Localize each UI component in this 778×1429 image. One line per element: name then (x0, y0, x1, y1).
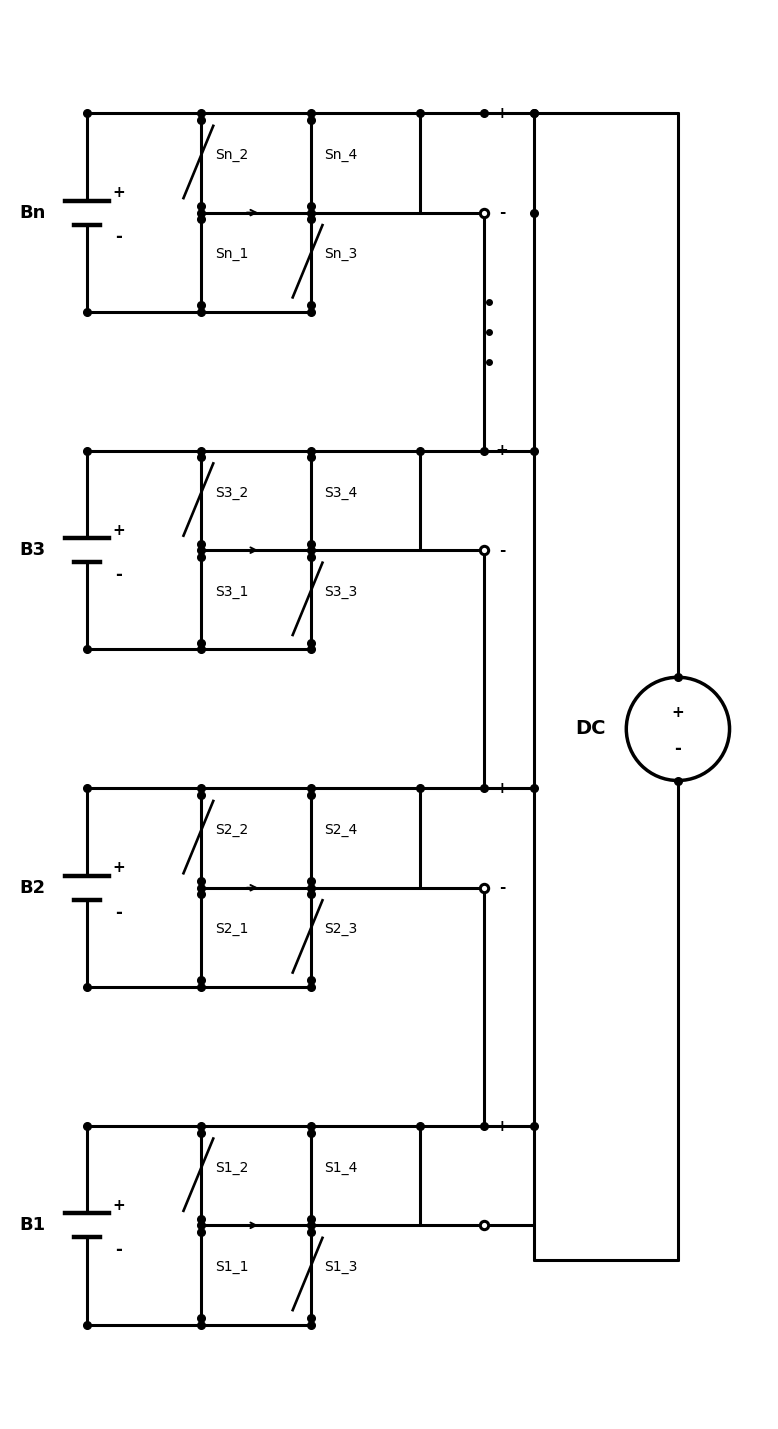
Text: Sn_1: Sn_1 (216, 247, 249, 262)
Text: +: + (113, 523, 125, 537)
Text: -: - (115, 903, 122, 922)
Text: +: + (496, 106, 509, 121)
Text: S2_1: S2_1 (216, 923, 249, 936)
Text: S1_2: S1_2 (216, 1160, 249, 1175)
Text: S3_1: S3_1 (216, 584, 249, 599)
Text: -: - (499, 880, 506, 895)
Text: +: + (496, 1119, 509, 1133)
Text: -: - (115, 566, 122, 584)
Text: -: - (499, 206, 506, 220)
Text: Sn_2: Sn_2 (216, 149, 248, 161)
Text: +: + (496, 443, 509, 459)
Text: S3_2: S3_2 (216, 486, 248, 500)
Text: Sn_3: Sn_3 (324, 247, 358, 262)
Text: +: + (496, 782, 509, 796)
Text: S2_2: S2_2 (216, 823, 248, 837)
Text: -: - (675, 740, 682, 757)
Text: S1_4: S1_4 (324, 1160, 358, 1175)
Text: -: - (115, 1242, 122, 1259)
Text: S3_3: S3_3 (324, 584, 358, 599)
Text: +: + (113, 186, 125, 200)
Text: B2: B2 (19, 879, 46, 897)
Text: -: - (499, 1218, 506, 1233)
Text: -: - (499, 543, 506, 557)
Text: S2_3: S2_3 (324, 923, 358, 936)
Text: S2_4: S2_4 (324, 823, 358, 837)
Text: B3: B3 (19, 542, 46, 559)
Text: DC: DC (575, 719, 606, 739)
Text: -: - (115, 229, 122, 246)
Text: +: + (113, 1198, 125, 1213)
Text: Bn: Bn (19, 203, 46, 221)
Text: +: + (671, 704, 685, 720)
Text: B1: B1 (19, 1216, 46, 1235)
Text: S3_4: S3_4 (324, 486, 358, 500)
Text: Sn_4: Sn_4 (324, 149, 358, 161)
Text: S1_3: S1_3 (324, 1260, 358, 1275)
Text: +: + (113, 860, 125, 876)
Text: S1_1: S1_1 (216, 1260, 249, 1275)
